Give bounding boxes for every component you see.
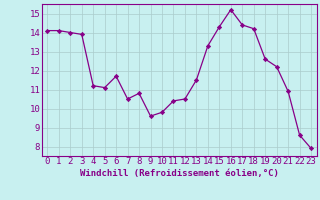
X-axis label: Windchill (Refroidissement éolien,°C): Windchill (Refroidissement éolien,°C) bbox=[80, 169, 279, 178]
